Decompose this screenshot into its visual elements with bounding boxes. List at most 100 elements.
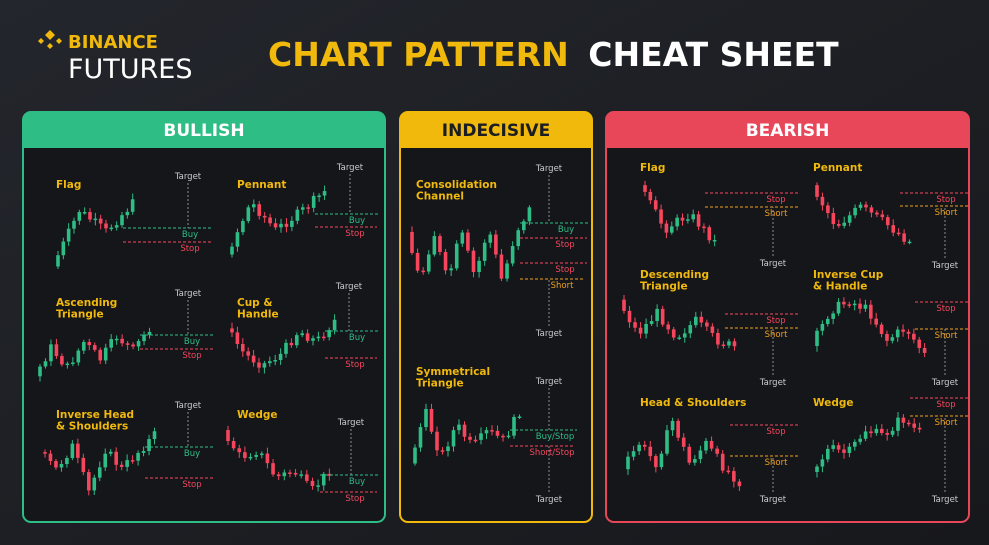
candle-body (38, 366, 42, 377)
candle-body (241, 343, 245, 352)
candle-body (710, 326, 715, 333)
candle-body (235, 232, 240, 247)
level-label: Buy (184, 449, 200, 459)
candle-body (907, 422, 911, 425)
candle-body (885, 432, 889, 435)
candle-body (885, 333, 889, 341)
candle-body (43, 452, 47, 454)
logo-mark (38, 30, 62, 49)
candle-body (109, 227, 114, 230)
candle-body (288, 472, 292, 474)
candle-body (235, 332, 240, 344)
level-label: Short (765, 209, 788, 219)
level-label: Buy (349, 477, 365, 487)
candle-body (299, 474, 304, 476)
candle-body (311, 338, 315, 341)
candle-body (61, 241, 66, 256)
level-label: Stop (182, 480, 201, 490)
candle-body (76, 443, 80, 458)
candle-body (282, 472, 287, 477)
candle-body (271, 463, 275, 475)
candle-body (681, 437, 686, 447)
candle-body (321, 473, 326, 486)
level-label: Stop (345, 229, 364, 239)
candle-body (327, 330, 331, 338)
candle-body (917, 339, 922, 348)
candle-body (842, 301, 846, 305)
candle-body (93, 218, 98, 221)
candle-body (727, 341, 731, 346)
candle-body (691, 214, 696, 220)
candle-body (231, 441, 236, 449)
candle-body (276, 474, 281, 477)
candle-body (875, 212, 879, 215)
candle-body (454, 243, 459, 269)
candle-body (917, 427, 922, 430)
level-label: Stop (345, 494, 364, 504)
candle-body (665, 430, 669, 454)
candle-body (660, 308, 665, 325)
candle-body (693, 459, 697, 463)
candle-body (92, 477, 97, 491)
candle-body (243, 452, 247, 458)
candle-body (305, 474, 309, 481)
candle-body (626, 456, 630, 470)
candle-body (720, 453, 725, 471)
candle-body (295, 209, 300, 221)
level-label: Target (535, 164, 563, 174)
panel-title: INDECISIVE (442, 121, 550, 141)
level-label: Short (765, 458, 788, 468)
candle-body (310, 480, 315, 487)
candle-body (664, 223, 669, 233)
candle-body (707, 227, 712, 241)
candle-body (891, 225, 896, 233)
candle-body (230, 246, 234, 255)
candle-body (136, 452, 140, 461)
level-label: Target (931, 495, 959, 505)
pattern-name: Inverse Head (56, 409, 134, 421)
candle-body (815, 466, 819, 472)
pattern: Wedge Target Buy Stop (226, 409, 379, 504)
candle-body (257, 204, 262, 216)
level-label: Target (337, 418, 365, 428)
candle-body (922, 347, 927, 353)
candle-body (648, 191, 653, 201)
candle-body (842, 449, 846, 453)
candle-body (316, 485, 320, 487)
candle-body (864, 204, 868, 208)
level-label: Stop (555, 265, 574, 275)
candle-body (56, 255, 60, 267)
candle-body (82, 212, 87, 214)
candle-body (125, 460, 129, 467)
candle-body (858, 303, 862, 309)
candle-body (293, 472, 298, 475)
candle-body (432, 236, 437, 255)
candle-body (495, 430, 500, 436)
candle-body (257, 362, 261, 368)
panel-header (400, 112, 592, 148)
candle-body (306, 207, 311, 209)
candle-body (460, 232, 465, 244)
candle-body (649, 321, 654, 324)
candle-body (103, 453, 108, 468)
candle-body (826, 448, 830, 460)
level-label: Stop (345, 360, 364, 370)
candle-body (732, 341, 737, 347)
candle-body (268, 361, 272, 364)
candle-body (653, 200, 658, 210)
candle-body (682, 333, 687, 338)
candle-body (120, 338, 124, 344)
candle-body (290, 220, 294, 227)
candle-body (120, 215, 124, 226)
candle-body (677, 337, 682, 339)
candle-body (890, 430, 895, 435)
candle-body (104, 223, 108, 229)
pattern-name: Cup & (237, 297, 273, 309)
candle-body (440, 450, 445, 452)
candle-body (669, 226, 674, 233)
candle-body (715, 448, 719, 454)
candle-body (479, 433, 483, 440)
candle-body (732, 471, 736, 482)
candle-body (704, 440, 708, 451)
